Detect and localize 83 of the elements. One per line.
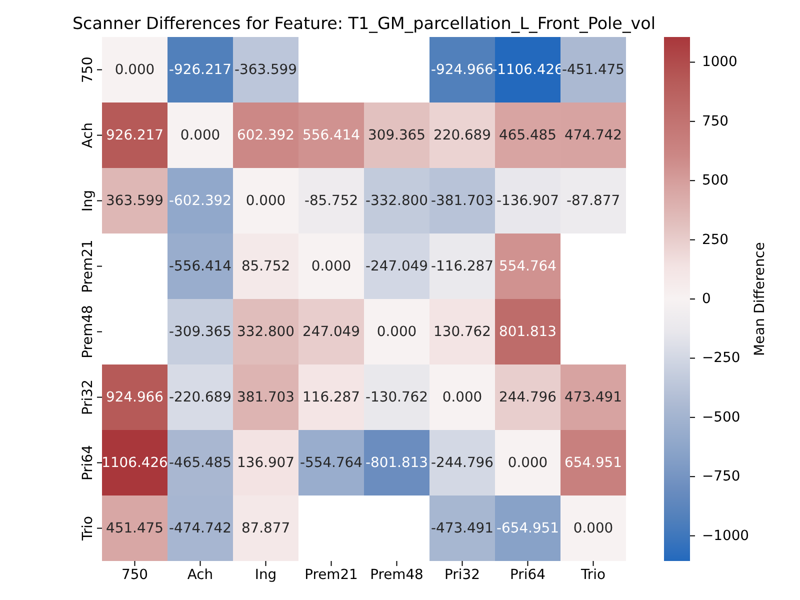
data-label: 0.000 — [376, 324, 417, 340]
data-label: -332.800 — [366, 192, 428, 209]
data-label: 926.217 — [106, 127, 164, 144]
color-bar-label: 750 — [702, 113, 729, 130]
data-label: 0.000 — [114, 62, 155, 78]
data-label: -654.951 — [496, 520, 559, 536]
data-label: -85.752 — [304, 192, 358, 209]
color-bar-title: Mean Difference — [752, 242, 768, 356]
data-label: 473.491 — [564, 389, 622, 406]
data-label: -87.877 — [566, 192, 620, 209]
data-label: -381.703 — [431, 192, 494, 209]
x-tick-label: Ach — [187, 566, 214, 583]
data-label: 116.287 — [302, 389, 360, 406]
data-label: -554.764 — [300, 454, 363, 471]
data-label: 381.703 — [237, 389, 294, 406]
data-label: -244.796 — [431, 454, 494, 471]
data-label: -801.813 — [366, 454, 428, 471]
data-label: -465.485 — [169, 454, 232, 471]
data-label: -130.762 — [366, 389, 428, 406]
data-label: -309.365 — [169, 324, 232, 340]
x-tick-label: Prem48 — [370, 566, 424, 583]
data-label: 801.813 — [499, 324, 556, 340]
data-label: 136.907 — [237, 454, 294, 471]
data-label: -220.689 — [169, 389, 232, 406]
x-tick-label: Prem21 — [304, 566, 358, 583]
y-tick-label: 750 — [80, 56, 96, 84]
x-tick-label: Ing — [254, 566, 277, 583]
data-label: 0.000 — [573, 520, 614, 536]
data-label: 0.000 — [442, 389, 482, 406]
color-bar-label: −500 — [702, 409, 740, 426]
data-label: -451.475 — [562, 62, 624, 78]
y-tick-label: Prem48 — [80, 305, 96, 358]
data-label: 556.414 — [302, 127, 360, 144]
color-bar-label: 1000 — [702, 54, 738, 70]
data-label: -924.966 — [431, 62, 494, 78]
data-label: 220.689 — [434, 127, 491, 144]
x-tick-label: 750 — [121, 566, 148, 583]
data-label: 924.966 — [106, 389, 164, 406]
color-bar-label: −250 — [702, 350, 740, 366]
data-label: 602.392 — [237, 127, 294, 144]
color-bar-label: 500 — [702, 172, 729, 189]
data-label: 465.485 — [499, 127, 556, 144]
data-label: 85.752 — [241, 258, 290, 274]
data-label: -363.599 — [234, 62, 297, 78]
y-tick-label: Ing — [80, 190, 96, 212]
data-label: 309.365 — [368, 127, 426, 144]
y-tick-label: Ach — [80, 122, 96, 148]
data-label: -247.049 — [366, 258, 428, 274]
data-label: 247.049 — [302, 324, 360, 340]
data-label: 0.000 — [180, 127, 220, 144]
data-label: 244.796 — [499, 389, 556, 406]
data-label: 363.599 — [106, 192, 164, 209]
data-label: 554.764 — [499, 258, 557, 274]
data-label: 0.000 — [311, 258, 352, 274]
color-bar-label: −750 — [702, 468, 740, 485]
color-bar-label: 0 — [702, 291, 711, 307]
data-label: 87.877 — [241, 520, 290, 536]
y-tick-label: Prem21 — [80, 240, 96, 293]
data-label: 451.475 — [106, 520, 164, 536]
data-label: 332.800 — [237, 324, 294, 340]
color-bar-label: 250 — [702, 232, 729, 248]
data-label: -1106.426 — [492, 62, 564, 78]
y-tick-label: Trio — [80, 516, 96, 542]
data-label: -474.742 — [169, 520, 232, 536]
y-tick-label: Pri32 — [80, 380, 96, 415]
chart-title: Scanner Differences for Feature: T1_GM_parcellation_L_Front_Pole_vol — [72, 13, 656, 33]
data-label: 0.000 — [508, 454, 548, 471]
data-label: -926.217 — [169, 62, 232, 78]
data-label: -602.392 — [169, 192, 232, 209]
data-label: -473.491 — [431, 520, 494, 536]
data-label: -136.907 — [496, 192, 559, 209]
data-label: 474.742 — [564, 127, 622, 144]
x-tick-label: Pri64 — [510, 566, 546, 583]
color-bar-label: −1000 — [702, 528, 749, 544]
data-label: 654.951 — [564, 454, 622, 471]
x-tick-label: Trio — [580, 566, 606, 583]
data-label: 0.000 — [246, 192, 286, 209]
data-label: -116.287 — [431, 258, 494, 274]
y-tick-label: Pri64 — [80, 444, 96, 480]
data-label: 130.762 — [434, 324, 491, 340]
data-label: -556.414 — [169, 258, 232, 274]
x-tick-label: Pri32 — [444, 566, 480, 583]
data-label: 1106.426 — [102, 454, 168, 471]
